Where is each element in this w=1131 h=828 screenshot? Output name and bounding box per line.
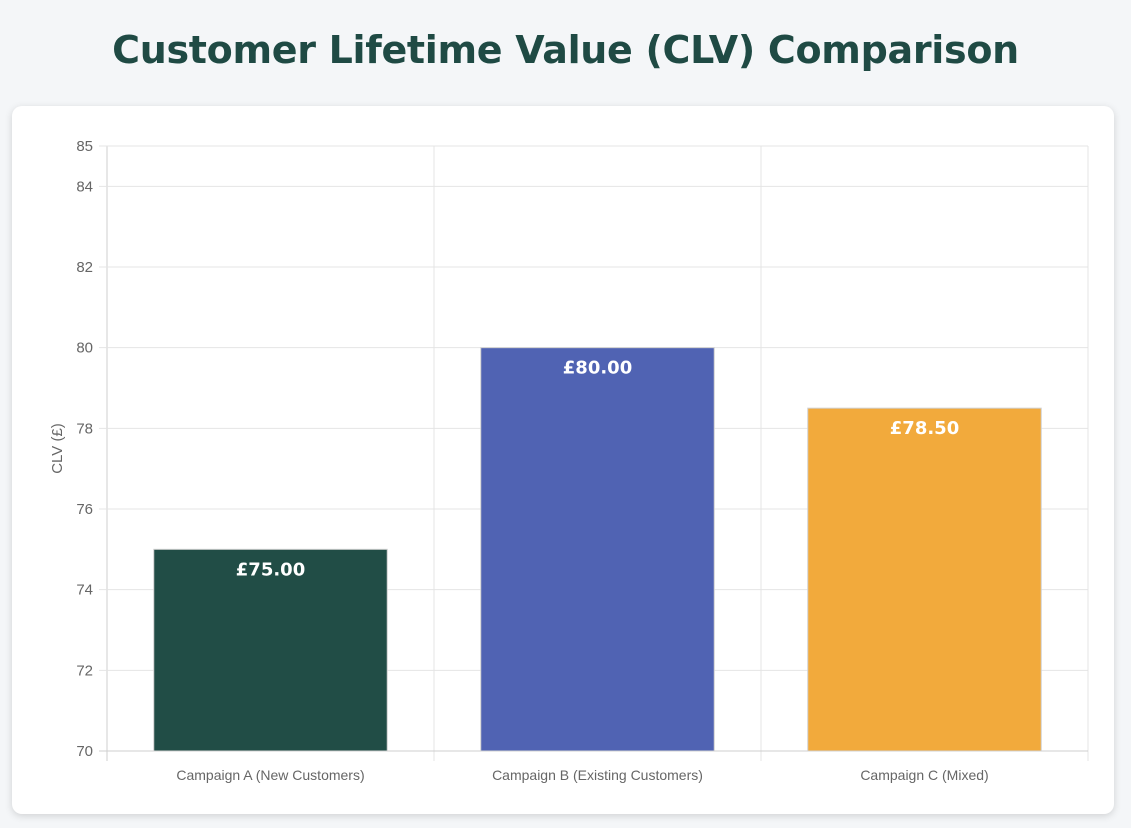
bar-1 (480, 347, 715, 752)
bar-data-label: £75.00 (236, 559, 305, 580)
y-tick-label: 78 (76, 420, 93, 437)
y-axis-label: CLV (£) (49, 423, 66, 474)
y-tick-label: 76 (76, 501, 93, 518)
bar-data-label: £78.50 (890, 418, 959, 439)
y-tick-label: 82 (76, 259, 93, 276)
y-tick-label: 84 (76, 178, 93, 195)
x-tick-label: Campaign B (Existing Customers) (492, 767, 703, 783)
x-tick-label: Campaign A (New Customers) (176, 767, 364, 783)
bar-0 (153, 548, 388, 752)
y-tick-label: 85 (76, 138, 93, 155)
y-tick-label: 72 (76, 662, 93, 679)
bar-2 (807, 407, 1042, 752)
y-tick-label: 74 (76, 582, 93, 599)
x-tick-label: Campaign C (Mixed) (860, 767, 988, 783)
y-tick-label: 70 (76, 743, 93, 760)
bar-data-label: £80.00 (563, 358, 632, 379)
y-tick-label: 80 (76, 340, 93, 357)
chart-title: Customer Lifetime Value (CLV) Comparison (112, 28, 1019, 72)
